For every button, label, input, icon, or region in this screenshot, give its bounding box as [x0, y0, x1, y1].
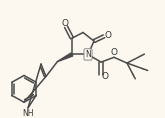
Text: NH: NH — [22, 109, 34, 118]
Text: O: O — [62, 19, 68, 28]
Text: N: N — [85, 50, 91, 59]
Text: O: O — [111, 48, 117, 57]
Text: O: O — [104, 31, 112, 40]
Polygon shape — [57, 53, 73, 62]
Text: O: O — [101, 72, 109, 81]
